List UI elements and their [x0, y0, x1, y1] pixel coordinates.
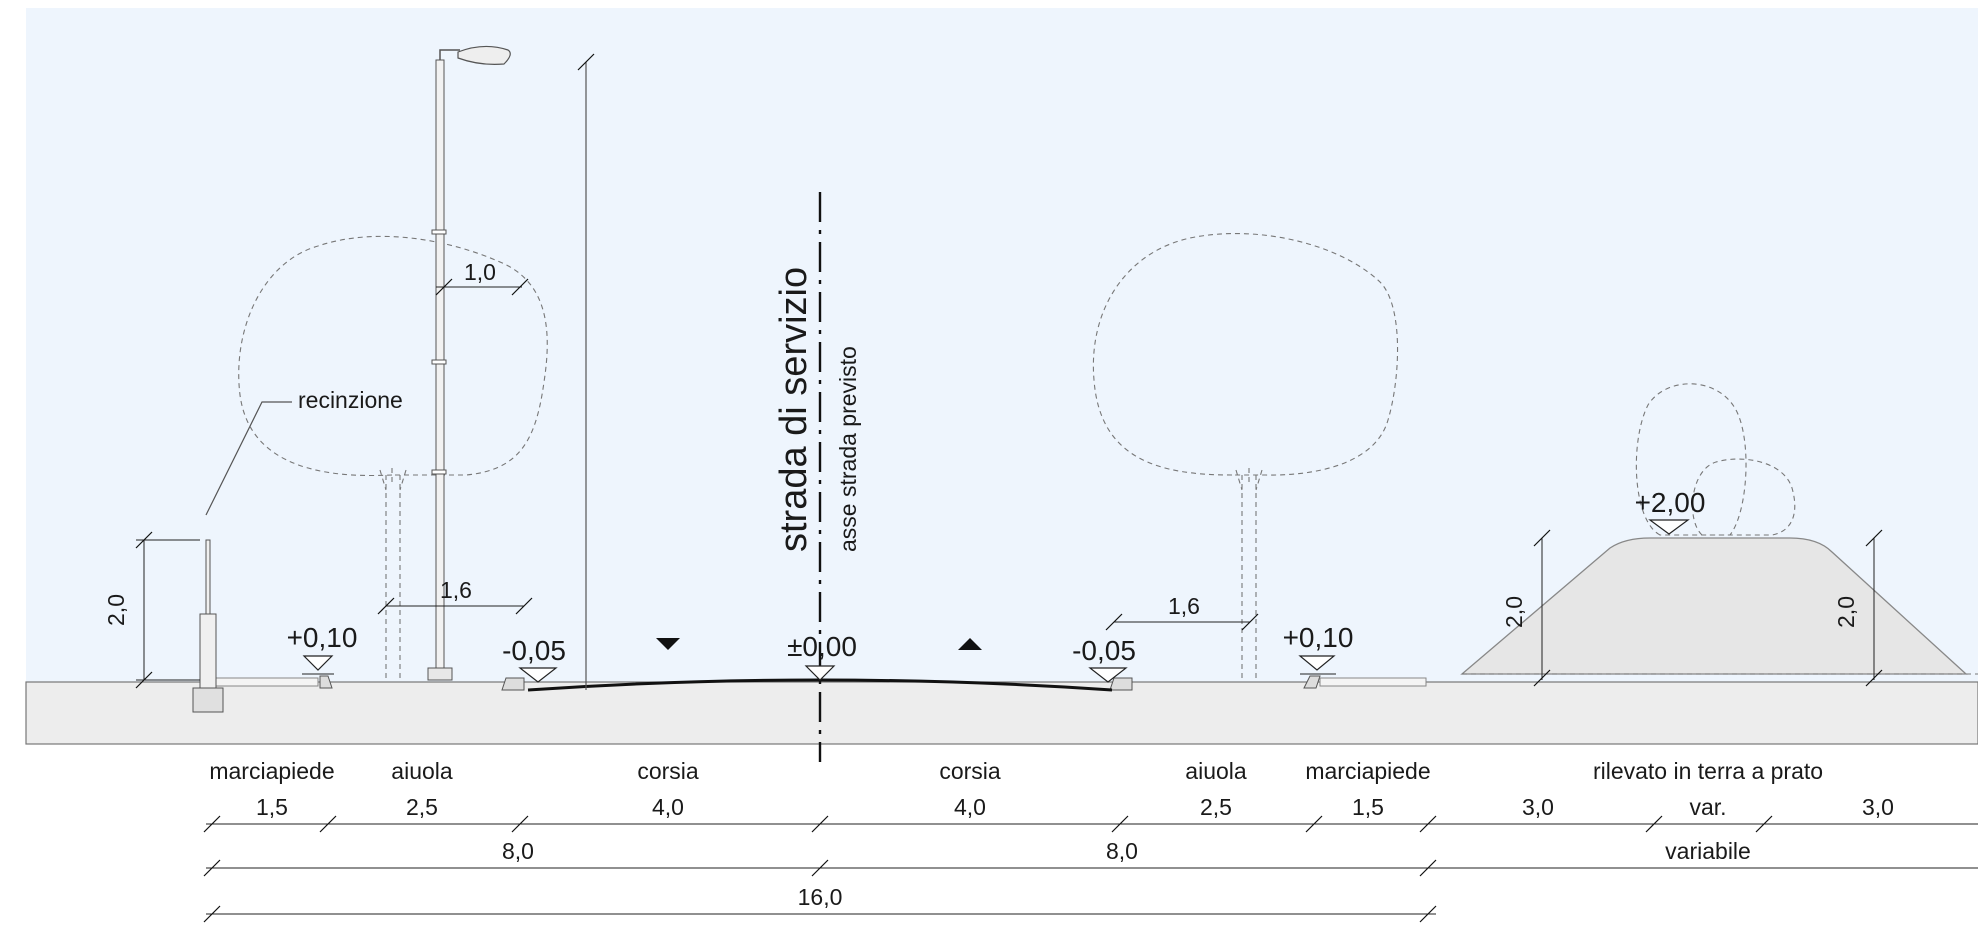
- zone-embankment: rilevato in terra a prato: [1593, 758, 1823, 784]
- shrub-large: [1635, 383, 1747, 536]
- dim-sidewalk-right: 1,5: [1352, 794, 1384, 820]
- fence: [192, 539, 224, 713]
- zone-bed-left: aiuola: [391, 758, 453, 784]
- dim-bed-left: 2,5: [406, 794, 438, 820]
- dimension-row-1: [203, 815, 1978, 833]
- surface-right: [1109, 675, 1427, 691]
- tree-left-offset-value: 1,6: [440, 577, 472, 603]
- emb-height-left-dimension: [1533, 529, 1551, 687]
- level-axis: ±0,00: [787, 631, 857, 662]
- tree-left-offset-dimension: [377, 597, 533, 615]
- zone-bed-right: aiuola: [1185, 758, 1247, 784]
- level-sidewalk-left: +0,10: [287, 622, 358, 653]
- fence-label: recinzione: [298, 387, 403, 413]
- axis-note-label: asse strada previsto: [835, 346, 861, 552]
- level-curb-left: -0,05: [502, 635, 566, 666]
- dimension-row-3: [203, 905, 1437, 923]
- dim-lane-right: 4,0: [954, 794, 986, 820]
- tree-left-trunk: [379, 468, 407, 682]
- zone-sidewalk-left: marciapiede: [209, 758, 334, 784]
- dim-lane-left: 4,0: [652, 794, 684, 820]
- dimension-row-2: [203, 859, 1978, 877]
- fence-height-value: 2,0: [103, 594, 129, 626]
- fence-height-dimension: [135, 531, 200, 689]
- level-marker-curb-right: [1088, 667, 1128, 683]
- fence-leader-line: [205, 401, 292, 516]
- dim-emb-top: var.: [1689, 794, 1726, 820]
- zone-sidewalk-right: marciapiede: [1305, 758, 1430, 784]
- level-sidewalk-right: +0,10: [1283, 622, 1354, 653]
- dim-half-right: 8,0: [1106, 838, 1138, 864]
- surface-left: [207, 675, 525, 691]
- dim-sidewalk-left: 1,5: [256, 794, 288, 820]
- level-marker-sidewalk-right: [1298, 655, 1336, 675]
- emb-height-right-value: 2,0: [1833, 596, 1859, 628]
- tree-right-trunk: [1235, 468, 1263, 682]
- dim-embankment-variable: variabile: [1665, 838, 1751, 864]
- embankment-shape: [1460, 537, 1968, 675]
- dim-total: 16,0: [798, 884, 843, 910]
- tree-left-canopy: [238, 235, 548, 477]
- zone-lane-left: corsia: [637, 758, 699, 784]
- lamp-arm-value: 1,0: [464, 259, 496, 285]
- tree-right-offset-dimension: [1105, 613, 1259, 631]
- dim-emb-slope-right: 3,0: [1862, 794, 1894, 820]
- emb-height-left-value: 2,0: [1501, 596, 1527, 628]
- dim-half-left: 8,0: [502, 838, 534, 864]
- level-marker-axis: [804, 665, 836, 681]
- tree-right-offset-value: 1,6: [1168, 593, 1200, 619]
- zone-lane-right: corsia: [939, 758, 1001, 784]
- direction-arrow-up: [958, 638, 982, 650]
- dim-emb-slope-left: 3,0: [1522, 794, 1554, 820]
- level-marker-embankment-top: [1648, 519, 1690, 535]
- direction-arrow-down: [656, 638, 680, 650]
- shrub-small: [1691, 458, 1796, 536]
- dim-bed-right: 2,5: [1200, 794, 1232, 820]
- service-road-label: strada di servizio: [773, 267, 815, 552]
- level-embankment-top: +2,00: [1635, 487, 1706, 518]
- lamp-arm-dimension: [435, 278, 529, 296]
- tree-right-canopy: [1092, 233, 1399, 476]
- ground-section: [25, 681, 1978, 745]
- level-marker-curb-left: [518, 667, 558, 683]
- street-lamp: [427, 45, 511, 681]
- lamp-height-line: [577, 53, 595, 690]
- level-marker-sidewalk-left: [302, 655, 334, 675]
- emb-height-right-dimension: [1865, 529, 1883, 687]
- level-curb-right: -0,05: [1072, 635, 1136, 666]
